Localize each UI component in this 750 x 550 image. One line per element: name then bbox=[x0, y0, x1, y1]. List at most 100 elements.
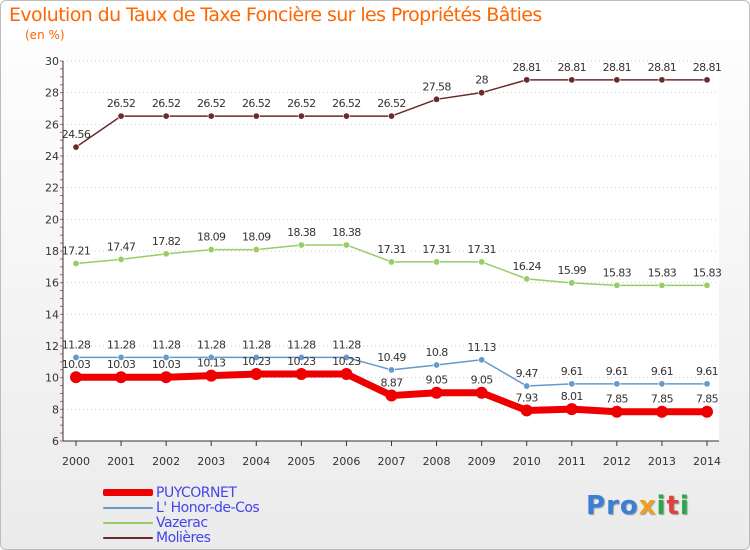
legend-label: PUYCORNET bbox=[156, 484, 237, 501]
legend-item: Molières bbox=[103, 530, 259, 546]
logo-letter: x bbox=[638, 491, 657, 521]
data-label: 9.61 bbox=[651, 365, 673, 378]
data-point bbox=[162, 353, 170, 361]
data-point bbox=[387, 366, 395, 374]
data-label: 9.05 bbox=[426, 374, 449, 387]
x-tick-label: 2002 bbox=[152, 455, 180, 468]
x-tick-label: 2006 bbox=[332, 455, 360, 468]
data-point bbox=[520, 404, 533, 417]
data-label: 9.05 bbox=[471, 374, 494, 387]
y-tick-label: 30 bbox=[45, 55, 59, 68]
data-point bbox=[207, 353, 215, 361]
legend-label: L' Honor-de-Cos bbox=[156, 499, 260, 516]
data-label: 28.81 bbox=[558, 61, 587, 74]
legend-item: L' Honor-de-Cos bbox=[103, 499, 260, 516]
logo-letter: i bbox=[679, 491, 690, 521]
legend-label: Vazerac bbox=[156, 514, 208, 531]
data-label: 15.99 bbox=[558, 264, 587, 277]
data-point bbox=[385, 389, 398, 402]
data-label: 7.85 bbox=[651, 393, 674, 406]
data-point bbox=[252, 112, 260, 120]
data-point bbox=[387, 258, 395, 266]
data-label: 11.28 bbox=[287, 338, 316, 351]
data-label: 28.81 bbox=[648, 61, 677, 74]
y-tick-label: 12 bbox=[45, 340, 59, 353]
legend-swatch bbox=[103, 536, 153, 539]
data-point bbox=[162, 112, 170, 120]
data-label: 11.28 bbox=[332, 338, 361, 351]
data-point bbox=[252, 246, 260, 254]
data-label: 7.85 bbox=[606, 393, 629, 406]
data-point bbox=[72, 143, 80, 151]
x-tick-label: 2001 bbox=[107, 455, 135, 468]
data-point bbox=[523, 382, 531, 390]
data-point bbox=[610, 405, 623, 418]
data-label: 10.03 bbox=[62, 358, 91, 371]
data-label: 9.61 bbox=[561, 365, 583, 378]
data-label: 26.52 bbox=[242, 97, 271, 110]
data-label: 9.61 bbox=[606, 365, 628, 378]
data-label: 8.87 bbox=[380, 377, 403, 390]
data-point bbox=[565, 403, 578, 416]
y-tick-label: 26 bbox=[45, 118, 59, 131]
data-point bbox=[297, 112, 305, 120]
data-point bbox=[433, 95, 441, 103]
x-tick-label: 2007 bbox=[378, 455, 406, 468]
data-label: 10.03 bbox=[152, 358, 181, 371]
data-label: 26.52 bbox=[197, 97, 226, 110]
data-label: 9.61 bbox=[696, 365, 718, 378]
data-label: 7.93 bbox=[516, 391, 539, 404]
data-label: 15.83 bbox=[693, 266, 722, 279]
data-point bbox=[205, 369, 218, 382]
data-point bbox=[342, 241, 350, 249]
data-point bbox=[207, 112, 215, 120]
data-point bbox=[613, 380, 621, 388]
y-tick-label: 10 bbox=[45, 372, 59, 385]
data-point bbox=[655, 405, 668, 418]
data-point bbox=[250, 368, 263, 381]
data-point bbox=[117, 255, 125, 263]
data-point bbox=[297, 353, 305, 361]
data-label: 24.56 bbox=[62, 128, 91, 141]
data-point bbox=[72, 353, 80, 361]
data-point bbox=[117, 353, 125, 361]
data-point bbox=[207, 246, 215, 254]
data-label: 7.85 bbox=[696, 393, 719, 406]
x-tick-label: 2008 bbox=[423, 455, 451, 468]
data-label: 18.09 bbox=[242, 231, 271, 244]
data-label: 10.13 bbox=[197, 357, 226, 370]
y-tick-label: 22 bbox=[45, 182, 59, 195]
data-point bbox=[340, 368, 353, 381]
data-point bbox=[475, 386, 488, 399]
data-label: 15.83 bbox=[648, 266, 677, 279]
data-label: 10.23 bbox=[242, 355, 271, 368]
data-point bbox=[162, 250, 170, 258]
data-point bbox=[252, 353, 260, 361]
data-point bbox=[430, 386, 443, 399]
x-tick-label: 2005 bbox=[287, 455, 315, 468]
data-label: 18.09 bbox=[197, 231, 226, 244]
data-point bbox=[703, 380, 711, 388]
data-label: 26.52 bbox=[332, 97, 361, 110]
data-point bbox=[568, 380, 576, 388]
y-tick-label: 14 bbox=[45, 308, 59, 321]
chart-subtitle: (en %) bbox=[25, 28, 65, 42]
data-label: 28.81 bbox=[693, 61, 722, 74]
logo-letter: t bbox=[666, 491, 680, 521]
data-label: 16.24 bbox=[512, 260, 541, 273]
data-label: 9.47 bbox=[516, 367, 539, 380]
data-point bbox=[613, 281, 621, 289]
data-label: 26.52 bbox=[107, 97, 136, 110]
data-point bbox=[72, 260, 80, 268]
data-label: 10.03 bbox=[107, 358, 136, 371]
y-tick-label: 28 bbox=[45, 87, 59, 100]
x-tick-label: 2010 bbox=[513, 455, 541, 468]
y-tick-label: 18 bbox=[45, 245, 59, 258]
data-point bbox=[387, 112, 395, 120]
data-label: 11.28 bbox=[62, 338, 91, 351]
data-label: 15.83 bbox=[603, 266, 632, 279]
data-point bbox=[115, 371, 128, 384]
data-point bbox=[523, 275, 531, 283]
